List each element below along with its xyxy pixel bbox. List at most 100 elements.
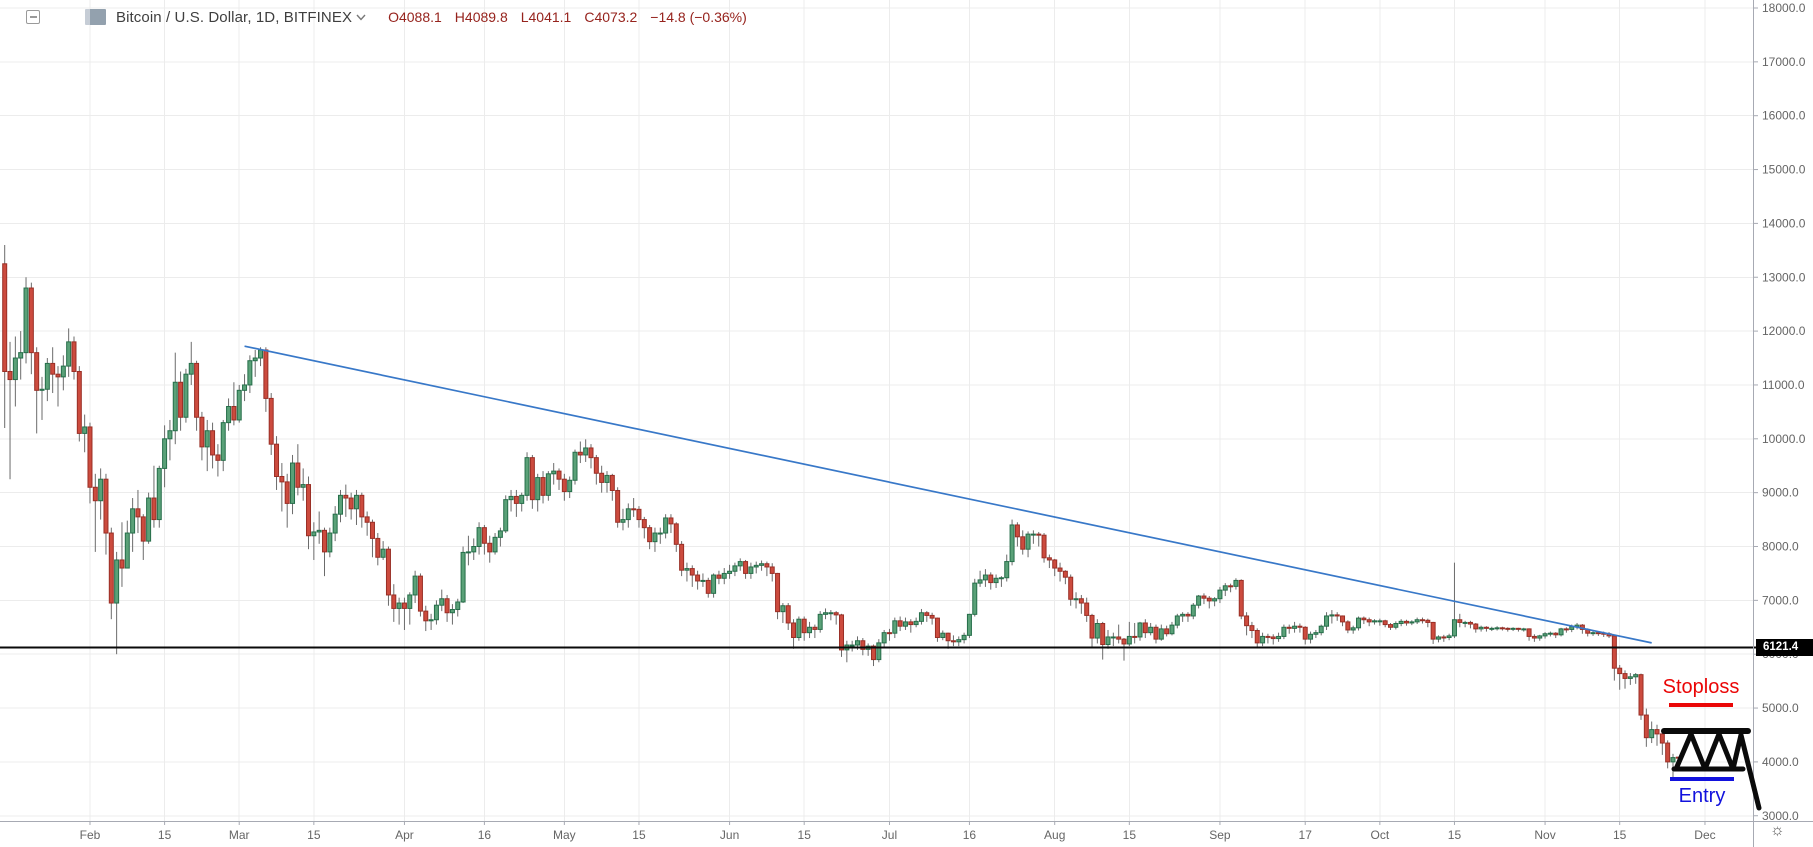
candle [1126,621,1132,647]
candle [1419,617,1425,624]
candle [130,498,136,552]
candle [1137,621,1143,641]
candle [716,570,722,585]
ohlc-high: H4089.8 [454,9,508,25]
candle [1473,622,1479,633]
candle [524,452,530,501]
candle [1238,579,1244,620]
candle [1286,624,1292,634]
candle [508,489,514,512]
candle [1201,593,1207,605]
candle [743,559,749,579]
stoploss-annotation[interactable]: Stoploss [1653,676,1749,707]
settings-gear-icon[interactable]: ☼ [1770,822,1785,839]
entry-annotation[interactable]: Entry [1662,777,1742,808]
candle [1206,596,1212,609]
candle [1281,624,1287,640]
chevron-down-icon[interactable] [356,8,366,26]
candle [780,603,786,623]
candle [439,589,445,612]
candle [236,384,242,423]
symbol-title[interactable]: Bitcoin / U.S. Dollar, 1D, BITFINEX [116,8,353,26]
candle [785,603,791,630]
candle [604,471,610,493]
candle [844,640,850,663]
candle [172,352,178,445]
candlestick-series [2,244,1681,781]
trendline[interactable] [244,345,1652,644]
candle [300,468,306,501]
time-axis-label: 15 [1123,828,1137,842]
candle [1654,724,1660,746]
candle [497,527,503,547]
candle [114,551,120,655]
ohlc-open: O4088.1 [388,9,442,25]
candle [956,636,962,647]
candle [1329,610,1335,624]
candle [1174,613,1180,629]
price-axis[interactable]: 18000.0 17000.0 16000.0 15000.0 14000.0 13000… [1753,1,1806,823]
time-axis-label: 17 [1299,828,1313,842]
candle [1073,592,1079,609]
candle [1542,632,1548,639]
candle [668,514,674,534]
candle [663,514,669,539]
candle [1302,626,1308,645]
candle [1158,624,1164,641]
candle [1004,554,1010,582]
stoploss-line[interactable] [1669,703,1733,707]
candle [1510,627,1516,632]
price-axis-label: 12000.0 [1762,324,1806,338]
candle [220,419,226,472]
time-axis-label: Apr [395,828,414,842]
candle [636,506,642,528]
candle [556,468,562,490]
candle [449,604,455,625]
candle [695,570,701,590]
candle [455,598,461,617]
candle [332,506,338,542]
time-axis[interactable]: Feb 15 Mar 15 Apr 16 May 15 Jun 15 Jul 16 Aug 15 Sep 17… [80,821,1716,842]
candle [812,624,818,639]
entry-line[interactable] [1670,777,1734,781]
collapse-icon[interactable] [26,10,40,24]
time-axis-label: Jul [882,828,897,842]
candle [1260,632,1266,647]
price-axis-label: 4000.0 [1762,755,1799,769]
candle [1563,627,1569,633]
candle [876,639,882,663]
candle [1014,522,1020,547]
candle [28,282,34,375]
candle [252,349,258,377]
candle [1489,626,1495,632]
candle [561,473,567,501]
candle [39,376,45,420]
price-axis-label: 18000.0 [1762,1,1806,15]
candle [950,635,956,647]
candle [295,444,301,496]
candle [940,630,946,641]
price-axis-label: 16000.0 [1762,109,1806,123]
candle [769,563,775,582]
candle [1169,621,1175,636]
instrument-logo-icon [85,9,106,25]
consolidation-pattern-drawing[interactable] [1661,728,1762,811]
candle [1121,638,1127,661]
candle [1030,530,1036,544]
candle [1265,633,1271,644]
candle [92,473,98,552]
candle [1478,625,1484,632]
candle [1078,594,1084,614]
candle [982,569,988,587]
candle [817,611,823,633]
candle [631,498,637,517]
stoploss-label: Stoploss [1662,676,1740,698]
candle [417,573,423,617]
candle [1633,673,1639,684]
candle [12,336,18,407]
candle [1372,619,1378,625]
candle [146,492,152,544]
price-axis-label: 15000.0 [1762,163,1806,177]
candle [167,419,173,461]
